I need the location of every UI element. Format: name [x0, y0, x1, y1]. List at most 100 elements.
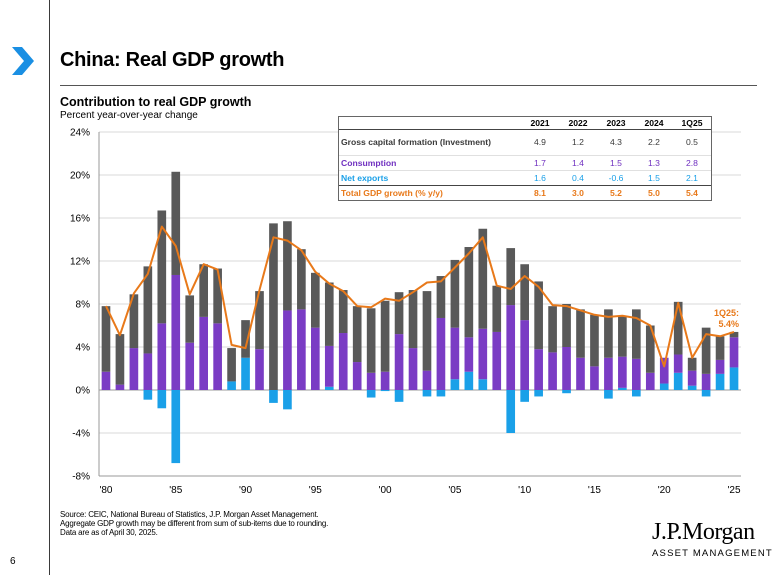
- consumption-bar: [631, 358, 641, 390]
- page-number: 6: [10, 556, 16, 567]
- chart-title: Contribution to real GDP growth: [60, 95, 252, 109]
- investment-bar: [255, 291, 264, 350]
- consumption-bar: [213, 323, 222, 390]
- investment-bar: [687, 357, 697, 371]
- consumption-bar: [199, 316, 209, 390]
- investment-bar: [492, 285, 502, 332]
- net-exports-bar: [366, 390, 376, 398]
- table-cell: 1.5: [597, 154, 635, 170]
- net-exports-bar: [715, 373, 725, 390]
- investment-bar: [450, 259, 460, 328]
- x-tick-label: '05: [448, 485, 461, 496]
- investment-bar: [478, 228, 488, 329]
- investment-bar: [604, 309, 613, 358]
- x-tick-label: '20: [658, 485, 671, 496]
- consumption-bar: [520, 320, 530, 390]
- net-exports-bar: [631, 390, 641, 397]
- investment-bar: [729, 331, 739, 338]
- net-exports-bar: [450, 379, 460, 390]
- net-exports-bar: [269, 390, 278, 403]
- investment-bar: [464, 247, 474, 338]
- table-cell: 5.0: [635, 184, 673, 200]
- table-cell: 1.2: [572, 137, 584, 147]
- consumption-bar: [129, 348, 139, 390]
- consumption-bar: [701, 373, 711, 390]
- investment-bar: [631, 309, 641, 359]
- table-corner: [339, 117, 521, 130]
- consumption-bar: [115, 384, 125, 390]
- consumption-bar: [562, 347, 571, 390]
- consumption-bar: [673, 354, 683, 373]
- investment-bar: [408, 290, 418, 349]
- table-row-label: Total GDP growth (% y/y): [339, 184, 521, 200]
- investment-bar: [297, 249, 306, 310]
- net-exports-bar: [394, 390, 404, 402]
- table-row-investment: Gross capital formation (Investment) 4.9…: [339, 129, 711, 155]
- net-exports-bar: [241, 357, 250, 390]
- net-exports-bar: [436, 390, 446, 397]
- net-exports-bar: [171, 390, 181, 464]
- brand-name: J.P.Morgan: [652, 519, 755, 545]
- consumption-bar: [715, 359, 725, 374]
- table-cell: 8.1: [521, 184, 559, 200]
- table-cell: 0.5: [686, 137, 698, 147]
- consumption-bar: [338, 333, 348, 390]
- consumption-bar: [492, 331, 502, 390]
- table-cell: 5.4: [673, 184, 711, 200]
- net-exports-bar: [701, 390, 711, 397]
- consumption-bar: [255, 349, 264, 390]
- investment-bar: [562, 304, 571, 347]
- net-exports-bar: [506, 390, 516, 433]
- consumption-bar: [436, 317, 446, 390]
- consumption-bar: [687, 370, 697, 386]
- consumption-bar: [185, 342, 195, 390]
- net-exports-bar: [618, 387, 627, 390]
- table-cell: 1.4: [559, 154, 597, 170]
- net-exports-bar: [143, 390, 153, 400]
- chart-subtitle: Percent year-over-year change: [60, 110, 198, 121]
- table-header-cell: 2024: [635, 117, 673, 130]
- table-cell: -0.6: [597, 169, 635, 185]
- consumption-bar: [366, 372, 376, 390]
- footnote-line: Aggregate GDP growth may be different fr…: [60, 519, 329, 529]
- net-exports-bar: [227, 381, 236, 390]
- consumption-bar: [352, 362, 362, 390]
- chevron-right-icon: [12, 47, 34, 75]
- consumption-bar: [394, 334, 404, 390]
- annotation-value: 5.4%: [718, 319, 739, 329]
- net-exports-bar: [283, 390, 292, 410]
- x-tick-label: '90: [239, 485, 252, 496]
- investment-bar: [645, 325, 655, 373]
- consumption-bar: [143, 353, 153, 390]
- gdp-summary-table: 2021 2022 2023 2024 1Q25 Gross capital f…: [338, 116, 712, 201]
- y-tick-label: 4%: [76, 343, 91, 354]
- x-tick-label: '85: [169, 485, 182, 496]
- investment-bar: [269, 223, 278, 390]
- table-cell: 3.0: [559, 184, 597, 200]
- table-header-cell: 2021: [521, 117, 559, 130]
- consumption-bar: [604, 357, 613, 390]
- investment-bar: [436, 276, 446, 318]
- investment-bar: [673, 301, 683, 355]
- investment-bar: [283, 221, 292, 311]
- consumption-bar: [171, 274, 181, 390]
- left-margin-rule: [49, 0, 50, 575]
- investment-bar: [366, 308, 376, 373]
- title-divider: [60, 85, 757, 86]
- table-cell: 1.6: [521, 169, 559, 185]
- consumption-bar: [283, 310, 292, 390]
- table-header-cell: 2022: [559, 117, 597, 130]
- consumption-bar: [157, 323, 167, 390]
- table-cell: 4.3: [610, 137, 622, 147]
- table-cell: 4.9: [534, 137, 546, 147]
- net-exports-bar: [534, 390, 543, 397]
- investment-bar: [715, 336, 725, 360]
- net-exports-bar: [673, 372, 683, 390]
- x-tick-label: '95: [309, 485, 322, 496]
- investment-bar: [199, 264, 209, 317]
- investment-bar: [352, 306, 362, 363]
- brand-logo: J.P.Morgan ASSET MANAGEMENT: [652, 519, 773, 559]
- investment-bar: [310, 272, 320, 328]
- table-row-net-exports: Net exports 1.6 0.4 -0.6 1.5 2.1: [339, 169, 711, 185]
